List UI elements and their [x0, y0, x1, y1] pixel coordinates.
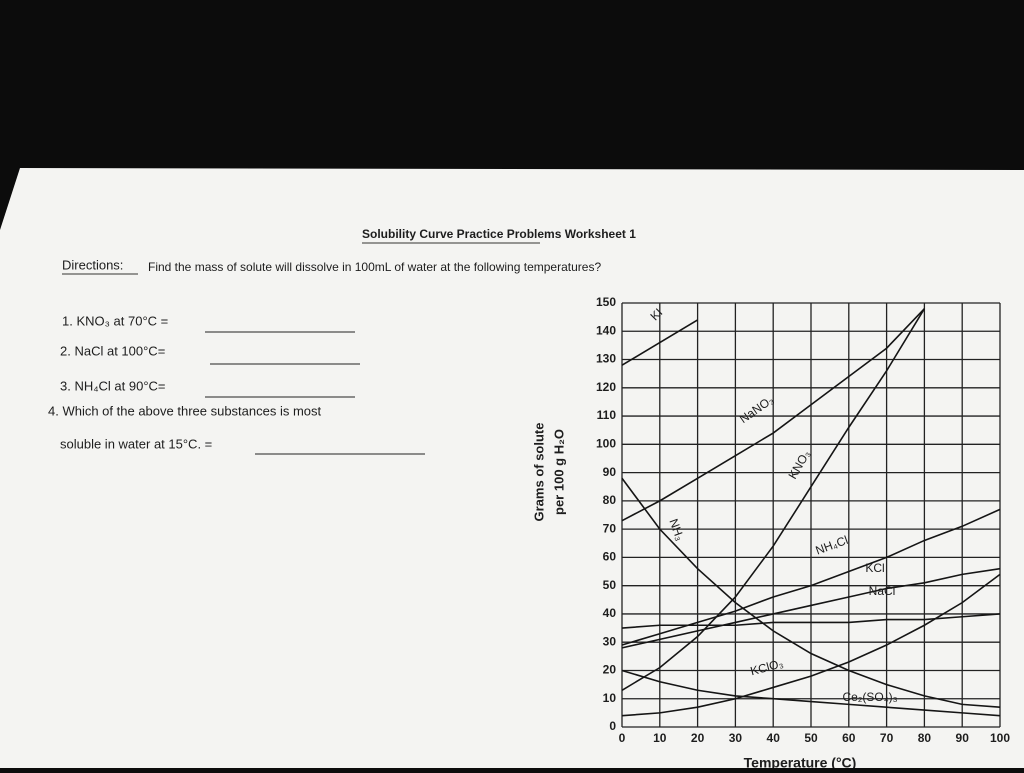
- curve: [621, 669, 1001, 717]
- y-tick-label: 120: [596, 380, 616, 394]
- y-tick-label: 80: [603, 493, 617, 507]
- y-tick-label: 10: [603, 691, 617, 705]
- paper: [0, 168, 1024, 768]
- question: 4. Which of the above three substances i…: [48, 403, 322, 418]
- x-tick-label: 90: [956, 731, 970, 745]
- y-tick-label: 100: [596, 437, 616, 451]
- y-tick-label: 40: [603, 606, 617, 620]
- x-tick-label: 10: [653, 731, 667, 745]
- question: 3. NH₄Cl at 90°C=: [60, 378, 166, 393]
- directions-label: Directions:: [62, 257, 123, 272]
- curve: [621, 308, 925, 522]
- question: 2. NaCl at 100°C=: [60, 343, 165, 358]
- title: Solubility Curve Practice Problems Works…: [362, 227, 636, 241]
- y-tick-label: 50: [603, 578, 617, 592]
- curve: [621, 567, 1001, 649]
- directions: Find the mass of solute will dissolve in…: [148, 260, 601, 274]
- x-tick-label: 50: [804, 731, 818, 745]
- question: soluble in water at 15°C. =: [60, 436, 212, 451]
- x-tick-label: 30: [729, 731, 743, 745]
- x-tick-label: 70: [880, 731, 894, 745]
- x-tick-label: 40: [767, 731, 781, 745]
- y-axis-label: per 100 g H₂O: [551, 429, 566, 515]
- question: 1. KNO₃ at 70°C =: [62, 313, 168, 328]
- curve: [621, 308, 926, 691]
- y-tick-label: 140: [596, 323, 616, 337]
- curve-label: KCl: [865, 561, 884, 575]
- x-tick-label: 20: [691, 731, 705, 745]
- y-tick-label: 110: [597, 408, 617, 422]
- y-tick-label: 150: [596, 295, 616, 309]
- y-tick-label: 130: [596, 352, 616, 366]
- x-tick-label: 100: [990, 731, 1010, 745]
- x-tick-label: 80: [918, 731, 932, 745]
- curve-label: NaCl: [869, 584, 896, 598]
- x-axis-label: Temperature (°C): [744, 755, 857, 768]
- y-tick-label: 60: [603, 550, 617, 564]
- x-tick-label: 60: [842, 731, 856, 745]
- y-tick-label: 0: [609, 719, 616, 733]
- y-tick-label: 90: [603, 465, 617, 479]
- y-tick-label: 30: [603, 634, 617, 648]
- curve-label: Ce₂(SO₄)₃: [842, 690, 897, 704]
- y-tick-label: 20: [603, 663, 617, 677]
- curve: [621, 319, 699, 366]
- y-tick-label: 70: [603, 521, 617, 535]
- curve: [621, 613, 1001, 629]
- x-tick-label: 0: [619, 731, 626, 745]
- curve: [621, 477, 1001, 709]
- curve: [621, 508, 1001, 646]
- y-axis-label: Grams of solute: [531, 423, 546, 522]
- curve: [621, 573, 1001, 717]
